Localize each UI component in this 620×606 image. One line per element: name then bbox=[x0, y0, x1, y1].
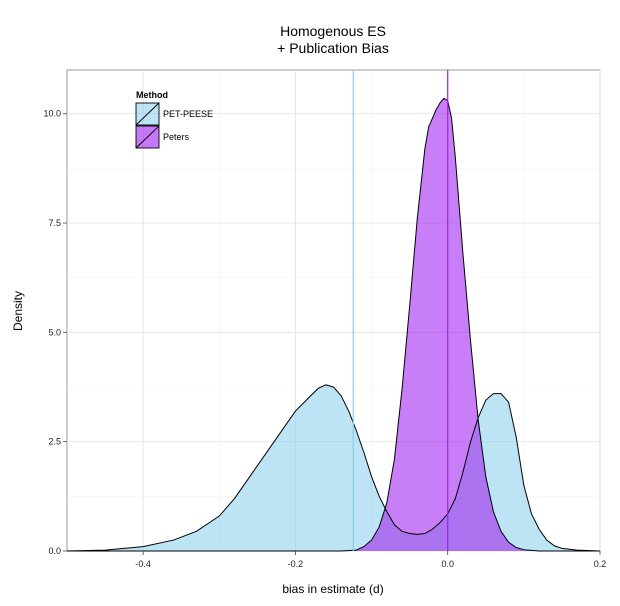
y-tick-label: 5.0 bbox=[48, 327, 61, 337]
x-tick-label: -0.2 bbox=[288, 559, 304, 569]
legend-label: PET-PEESE bbox=[163, 109, 213, 119]
legend-swatch-diagonal bbox=[135, 125, 160, 149]
density-areas bbox=[67, 98, 600, 552]
mean-lines bbox=[352, 70, 449, 551]
legend-swatch-diagonal bbox=[135, 102, 160, 126]
legend-title: Method bbox=[136, 90, 168, 100]
x-tick-label: 0.2 bbox=[594, 559, 607, 569]
density-outline-pet-peese bbox=[66, 384, 601, 552]
x-tick-label: 0.0 bbox=[441, 559, 454, 569]
y-axis-title: Density bbox=[11, 291, 25, 331]
chart-title-line-1: Homogenous ES bbox=[280, 23, 386, 39]
x-tick-label: -0.4 bbox=[135, 559, 151, 569]
legend-label: Peters bbox=[163, 132, 190, 142]
y-axis-ticks: 0.0 2.5 5.0 7.5 10.0 bbox=[43, 109, 67, 556]
legend: Method PET-PEESE Peters bbox=[135, 90, 213, 149]
y-tick-label: 0.0 bbox=[48, 546, 61, 556]
chart-title: Homogenous ES + Publication Bias bbox=[277, 23, 389, 56]
density-area-peters bbox=[67, 98, 600, 552]
density-outline-peters bbox=[67, 97, 600, 552]
y-tick-label: 10.0 bbox=[43, 109, 61, 119]
density-outlines bbox=[66, 97, 601, 552]
legend-item-peters: Peters bbox=[135, 125, 190, 149]
x-axis-title: bias in estimate (d) bbox=[282, 582, 383, 596]
chart-title-line-2: + Publication Bias bbox=[277, 40, 389, 56]
x-axis-ticks: -0.4 -0.2 0.0 0.2 bbox=[135, 551, 606, 569]
y-tick-label: 2.5 bbox=[48, 437, 61, 447]
y-tick-label: 7.5 bbox=[48, 218, 61, 228]
legend-item-pet-peese: PET-PEESE bbox=[135, 102, 213, 126]
